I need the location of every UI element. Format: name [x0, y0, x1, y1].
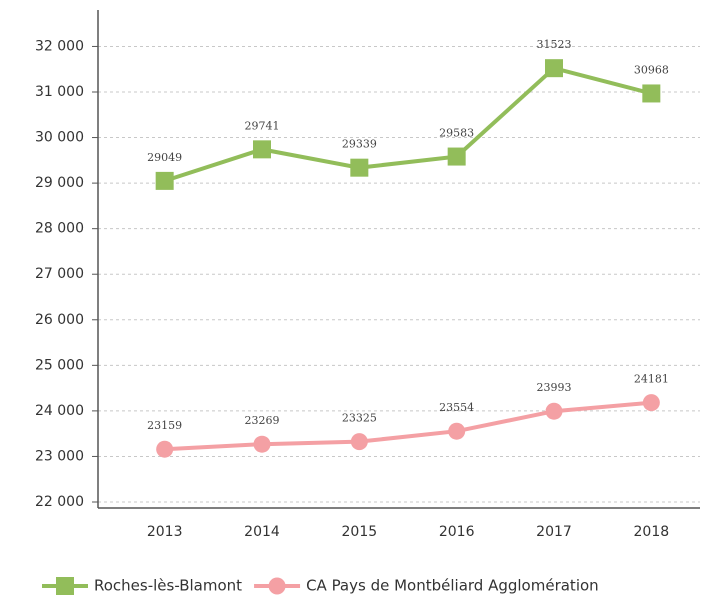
value-label: 31523: [537, 38, 572, 51]
y-tick-label: 29 000: [35, 175, 84, 191]
point: [447, 147, 466, 166]
value-label: 29583: [439, 127, 474, 140]
y-tick-label: 28 000: [35, 221, 84, 237]
point: [350, 433, 368, 451]
value-label: 24181: [634, 373, 669, 386]
point: [545, 59, 563, 78]
value-label: 23993: [537, 381, 572, 394]
point: [253, 140, 271, 159]
value-label: 23159: [147, 419, 182, 432]
value-label: 23269: [245, 414, 280, 427]
point: [156, 440, 174, 458]
y-tick-label: 22 000: [35, 494, 84, 510]
x-tick-label: 2014: [244, 524, 280, 540]
value-label: 30968: [634, 63, 669, 76]
point: [545, 402, 563, 420]
series-line: [164, 400, 652, 452]
y-tick-label: 26 000: [35, 312, 84, 328]
x-tick-label: 2013: [147, 524, 183, 540]
point: [253, 435, 271, 453]
point: [448, 422, 466, 440]
y-tick-label: 27 000: [35, 266, 84, 282]
x-tick-label: 2018: [634, 524, 670, 540]
point: [642, 394, 660, 412]
value-label: 29741: [245, 119, 280, 132]
x-tick-label: 2015: [342, 524, 378, 540]
legend-label: CA Pays de Montbéliard Agglomération: [306, 577, 599, 595]
y-tick-label: 32 000: [35, 38, 84, 54]
series-line: [164, 65, 652, 183]
value-label: 23554: [439, 401, 474, 414]
value-label: 29049: [147, 151, 182, 164]
legend-marker: [56, 577, 74, 595]
point: [642, 84, 661, 103]
legend-label: Roches-lès-Blamont: [94, 577, 242, 595]
y-tick-label: 25 000: [35, 357, 84, 373]
value-label: 29339: [342, 138, 377, 151]
point: [155, 171, 174, 190]
y-tick-label: 24 000: [35, 403, 84, 419]
y-tick-label: 23 000: [35, 448, 84, 464]
y-tick-label: 31 000: [35, 84, 84, 100]
value-label: 23325: [342, 412, 377, 425]
legend-marker: [268, 577, 286, 595]
y-tick-label: 30 000: [35, 130, 84, 146]
x-tick-label: 2017: [536, 524, 572, 540]
point: [350, 158, 369, 177]
x-tick-label: 2016: [439, 524, 475, 540]
